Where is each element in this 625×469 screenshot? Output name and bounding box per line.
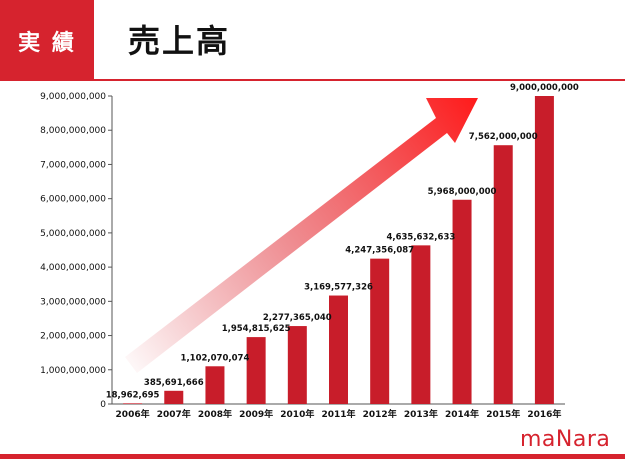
y-tick-label: 1,000,000,000 <box>40 366 106 376</box>
bar <box>411 245 431 404</box>
x-tick-label: 2013年 <box>404 408 438 420</box>
bar <box>205 366 225 404</box>
page-title: 売上高 <box>128 22 231 60</box>
bar-value-label: 7,562,000,000 <box>469 132 538 142</box>
bar-value-label: 1,102,070,074 <box>181 353 250 363</box>
x-tick-label: 2016年 <box>527 408 561 420</box>
bar-value-label: 5,968,000,000 <box>428 187 497 197</box>
trend-arrow <box>125 98 478 373</box>
x-tick-label: 2008年 <box>198 408 232 420</box>
bar <box>452 199 472 404</box>
y-tick-label: 8,000,000,000 <box>40 126 106 136</box>
bar-value-label: 385,691,666 <box>144 378 204 388</box>
bar <box>534 96 554 404</box>
bar <box>370 258 390 404</box>
x-tick-label: 2011年 <box>321 408 355 420</box>
bar <box>329 295 348 404</box>
footer-line <box>0 454 625 459</box>
y-tick-label: 3,000,000,000 <box>40 297 106 307</box>
bar-value-label: 2,277,365,040 <box>263 313 332 323</box>
bar <box>123 403 143 404</box>
y-tick-label: 2,000,000,000 <box>40 332 106 342</box>
bar <box>287 326 307 404</box>
bar <box>493 145 513 405</box>
x-tick-label: 2015年 <box>486 408 520 420</box>
header-divider <box>94 79 625 81</box>
x-tick-label: 2014年 <box>445 408 479 420</box>
y-tick-label: 7,000,000,000 <box>40 160 106 170</box>
y-tick-label: 9,000,000,000 <box>40 92 106 102</box>
bar-value-label: 1,954,815,625 <box>222 324 291 334</box>
bar-value-label: 4,247,356,087 <box>345 246 414 256</box>
y-tick-label: 5,000,000,000 <box>40 229 106 239</box>
x-tick-label: 2012年 <box>363 408 397 420</box>
bar <box>164 390 184 404</box>
bar-value-label: 9,000,000,000 <box>510 83 579 93</box>
x-tick-label: 2010年 <box>280 408 314 420</box>
x-tick-label: 2006年 <box>116 408 150 420</box>
bar-value-label: 18,962,695 <box>106 390 160 400</box>
bar <box>246 337 266 404</box>
y-tick-label: 0 <box>100 400 106 410</box>
brand-logo: maNara <box>520 427 611 452</box>
y-tick-label: 4,000,000,000 <box>40 263 106 273</box>
x-tick-label: 2007年 <box>157 408 191 420</box>
section-badge: 実 績 <box>0 0 94 81</box>
bar-value-label: 4,635,632,633 <box>386 232 455 242</box>
bar-value-label: 3,169,577,326 <box>304 283 373 293</box>
y-tick-label: 6,000,000,000 <box>40 195 106 205</box>
x-tick-label: 2009年 <box>239 408 273 420</box>
